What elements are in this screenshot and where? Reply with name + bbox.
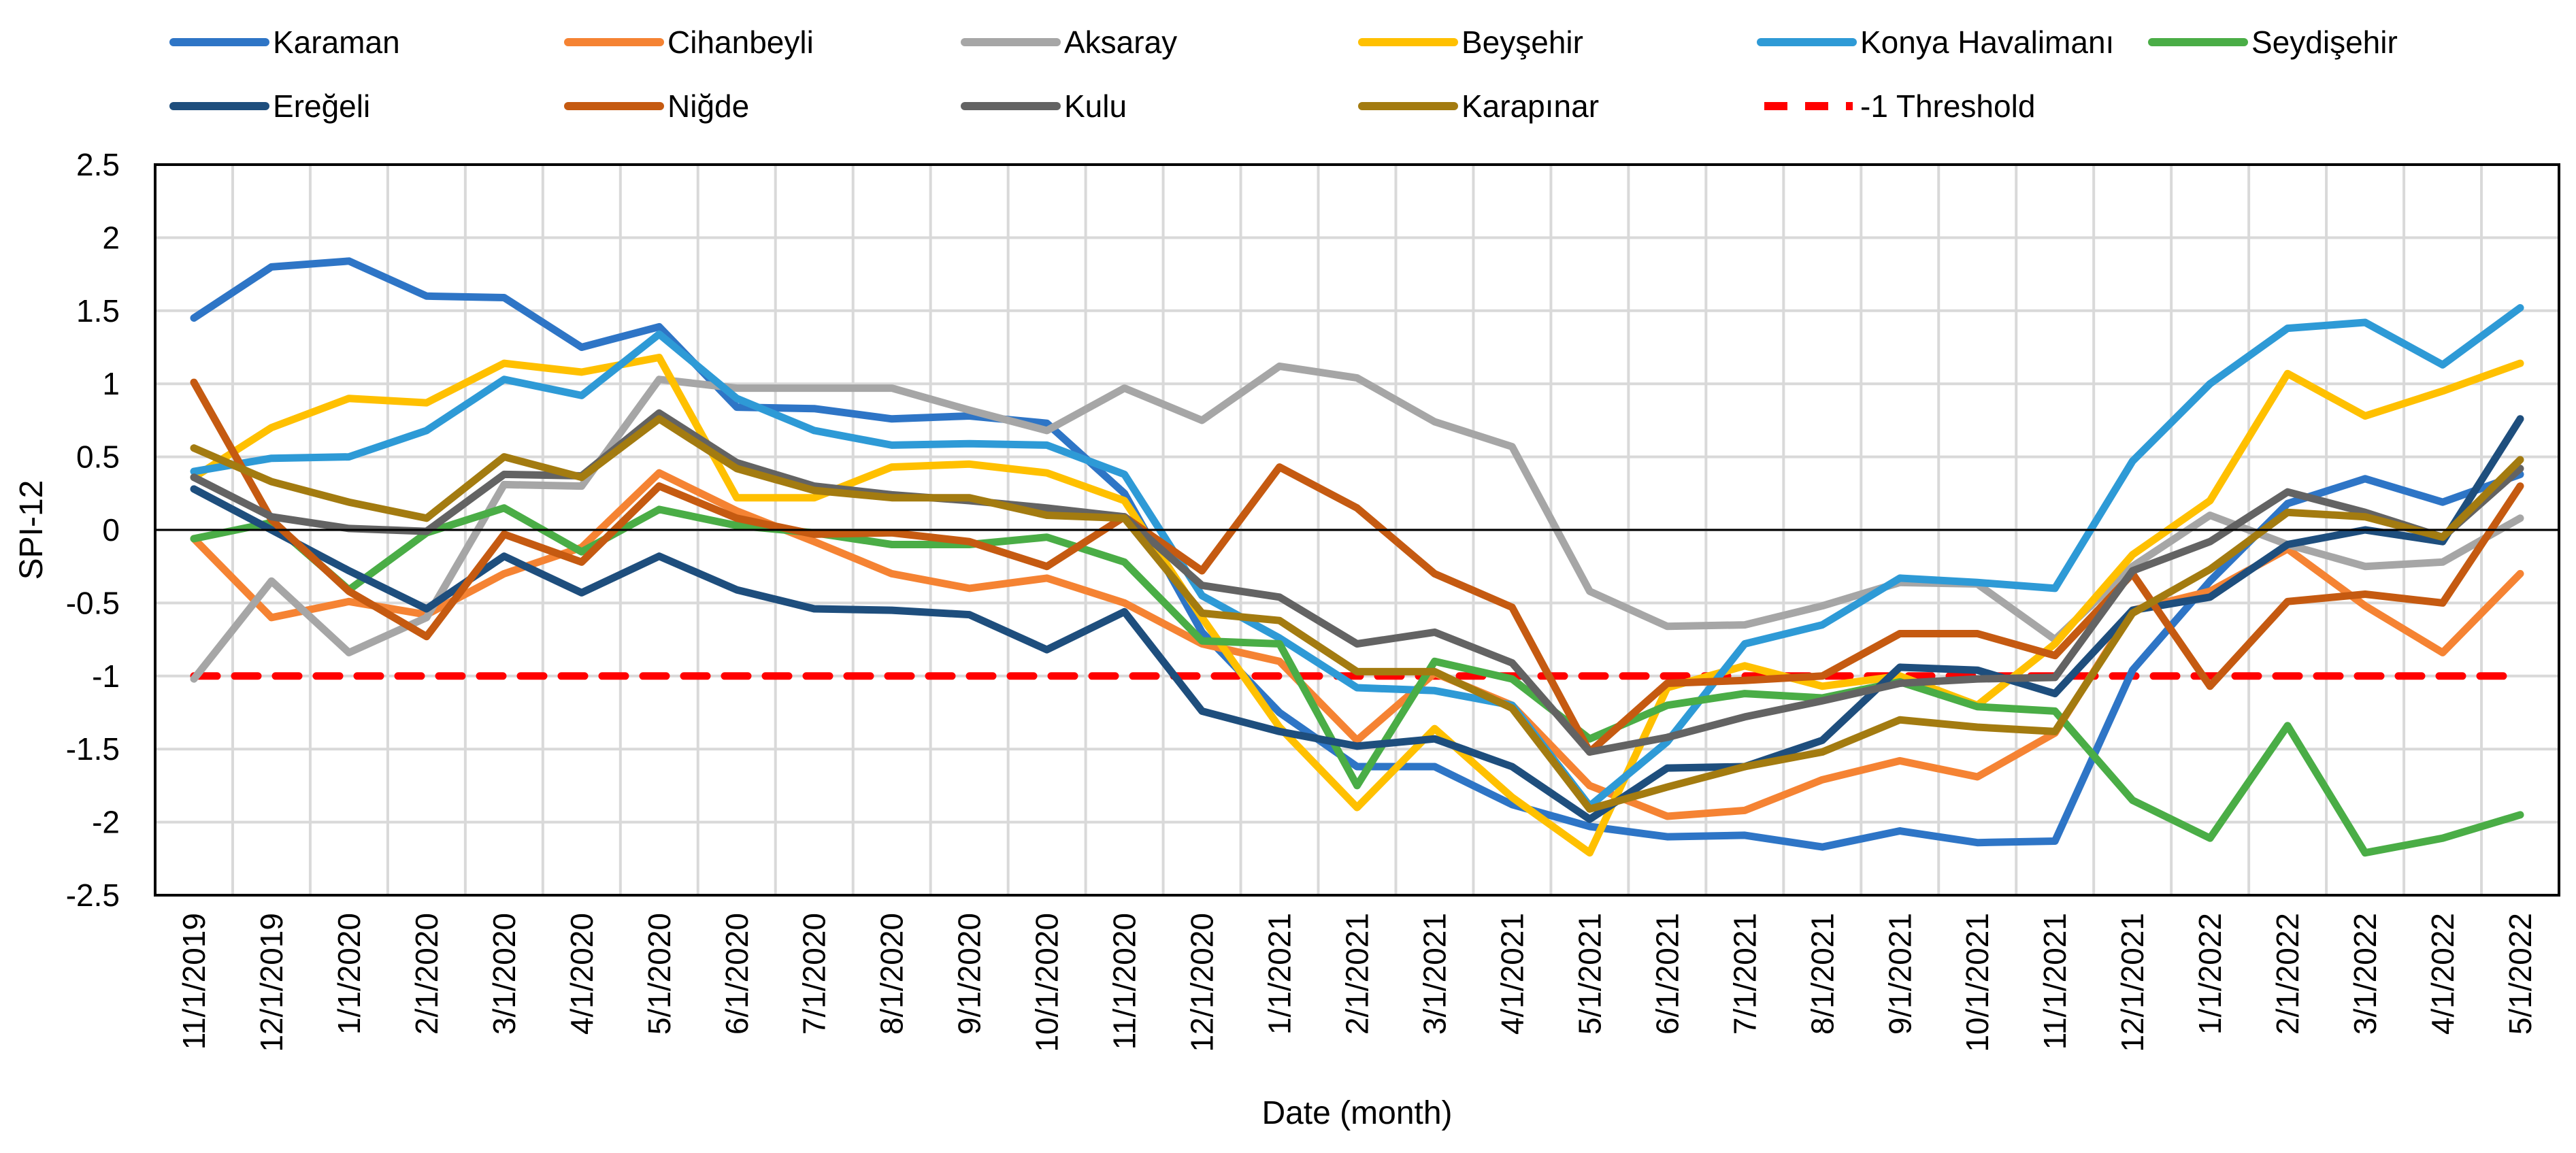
legend-label: Karaman	[273, 24, 400, 60]
legend-item-konya-havalimani: Konya Havalimanı	[1757, 24, 2114, 60]
legend-label: Konya Havalimanı	[1860, 24, 2114, 60]
chart-legend: Karaman Cihanbeyli Aksaray Beyşehir Konya Ha…	[169, 24, 2398, 124]
x-axis-title: Date (month)	[1261, 1095, 1452, 1131]
legend-item-nigde: Niğde	[564, 88, 749, 124]
x-tick-label: 6/1/2021	[1649, 913, 1685, 1035]
x-tick-label: 4/1/2022	[2425, 913, 2460, 1035]
x-tick-label: 5/1/2021	[1572, 913, 1607, 1035]
series-line-beysehir	[190, 354, 2524, 857]
x-tick-label: 3/1/2020	[486, 913, 522, 1035]
y-axis-title: SPI-12	[14, 480, 50, 580]
legend-item-aksaray: Aksaray	[961, 24, 1177, 60]
x-tick-label: 10/1/2021	[1960, 913, 1995, 1052]
legend-label: Niğde	[667, 88, 749, 124]
x-tick-label: 8/1/2020	[874, 913, 910, 1035]
legend-label: Kulu	[1064, 88, 1127, 124]
x-tick-label: 2/1/2021	[1340, 913, 1375, 1035]
x-tick-label: 1/1/2020	[331, 913, 367, 1035]
x-tick-label: 12/1/2020	[1185, 913, 1220, 1052]
x-tick-label: 2/1/2020	[409, 913, 444, 1035]
x-tick-label: 9/1/2020	[952, 913, 987, 1035]
legend-item-kulu: Kulu	[961, 88, 1127, 124]
series-line-seydisehir	[190, 504, 2524, 857]
y-tick-label: -2	[92, 805, 120, 840]
y-tick-label: 1.5	[76, 293, 120, 329]
y-tick-label: 0.5	[76, 439, 120, 475]
series-line-karapinar	[190, 415, 2524, 813]
chart-series	[190, 257, 2524, 857]
x-tick-label: 10/1/2020	[1029, 913, 1065, 1052]
x-tick-label: 9/1/2021	[1882, 913, 1917, 1035]
x-tick-label: 1/1/2022	[2192, 913, 2228, 1035]
series-line-karaman	[190, 257, 2524, 851]
x-tick-label: 11/1/2020	[1107, 913, 1142, 1050]
legend-item-1-threshold: -1 Threshold	[1764, 88, 2035, 124]
legend-label: Ereğeli	[273, 88, 370, 124]
y-axis-ticks: 2.5 2 1.5 1 0.5 0 -0.5 -1 -1.5 -2 -2.5	[66, 147, 120, 913]
legend-item-eregeli: Ereğeli	[169, 88, 370, 124]
x-tick-label: 4/1/2020	[564, 913, 599, 1035]
x-tick-label: 7/1/2021	[1727, 913, 1762, 1035]
y-tick-label: 2.5	[76, 147, 120, 182]
series-line-aksaray	[190, 362, 2524, 683]
y-tick-label: -2.5	[66, 878, 120, 913]
series-line-konya-havalimani	[190, 304, 2524, 810]
x-tick-label: 5/1/2020	[642, 913, 677, 1035]
x-tick-label: 4/1/2021	[1494, 913, 1530, 1035]
legend-label: Aksaray	[1064, 24, 1177, 60]
x-tick-label: 12/1/2019	[254, 913, 289, 1052]
x-tick-label: 5/1/2022	[2503, 913, 2538, 1035]
y-tick-label: 0	[102, 512, 120, 548]
legend-item-karaman: Karaman	[169, 24, 400, 60]
legend-label: Beyşehir	[1462, 24, 1583, 60]
legend-item-cihanbeyli: Cihanbeyli	[564, 24, 814, 60]
x-tick-label: 11/1/2021	[2037, 913, 2073, 1050]
x-tick-label: 3/1/2022	[2347, 913, 2383, 1035]
legend-item-karapinar: Karapınar	[1358, 88, 1599, 124]
x-tick-label: 6/1/2020	[719, 913, 755, 1035]
legend-label: -1 Threshold	[1860, 88, 2035, 124]
y-tick-label: -1.5	[66, 731, 120, 767]
x-tick-label: 1/1/2021	[1262, 913, 1298, 1035]
x-tick-label: 2/1/2022	[2270, 913, 2305, 1035]
legend-item-seydisehir: Seydişehir	[2148, 24, 2398, 60]
y-tick-label: -1	[92, 658, 120, 694]
x-tick-label: 3/1/2021	[1417, 913, 1452, 1035]
legend-label: Karapınar	[1462, 88, 1599, 124]
legend-label: Seydişehir	[2251, 24, 2398, 60]
y-tick-label: 2	[102, 220, 120, 255]
x-tick-label: 12/1/2021	[2115, 913, 2150, 1052]
x-tick-label: 8/1/2021	[1804, 913, 1840, 1035]
x-tick-label: 11/1/2019	[176, 913, 212, 1050]
x-axis-ticks: 11/1/2019 12/1/2019 1/1/2020 2/1/2020 3/1/20…	[176, 913, 2538, 1052]
legend-label: Cihanbeyli	[667, 24, 814, 60]
legend-item-beysehir: Beyşehir	[1358, 24, 1583, 60]
y-tick-label: -0.5	[66, 585, 120, 620]
x-tick-label: 7/1/2020	[797, 913, 832, 1035]
y-tick-label: 1	[102, 366, 120, 401]
